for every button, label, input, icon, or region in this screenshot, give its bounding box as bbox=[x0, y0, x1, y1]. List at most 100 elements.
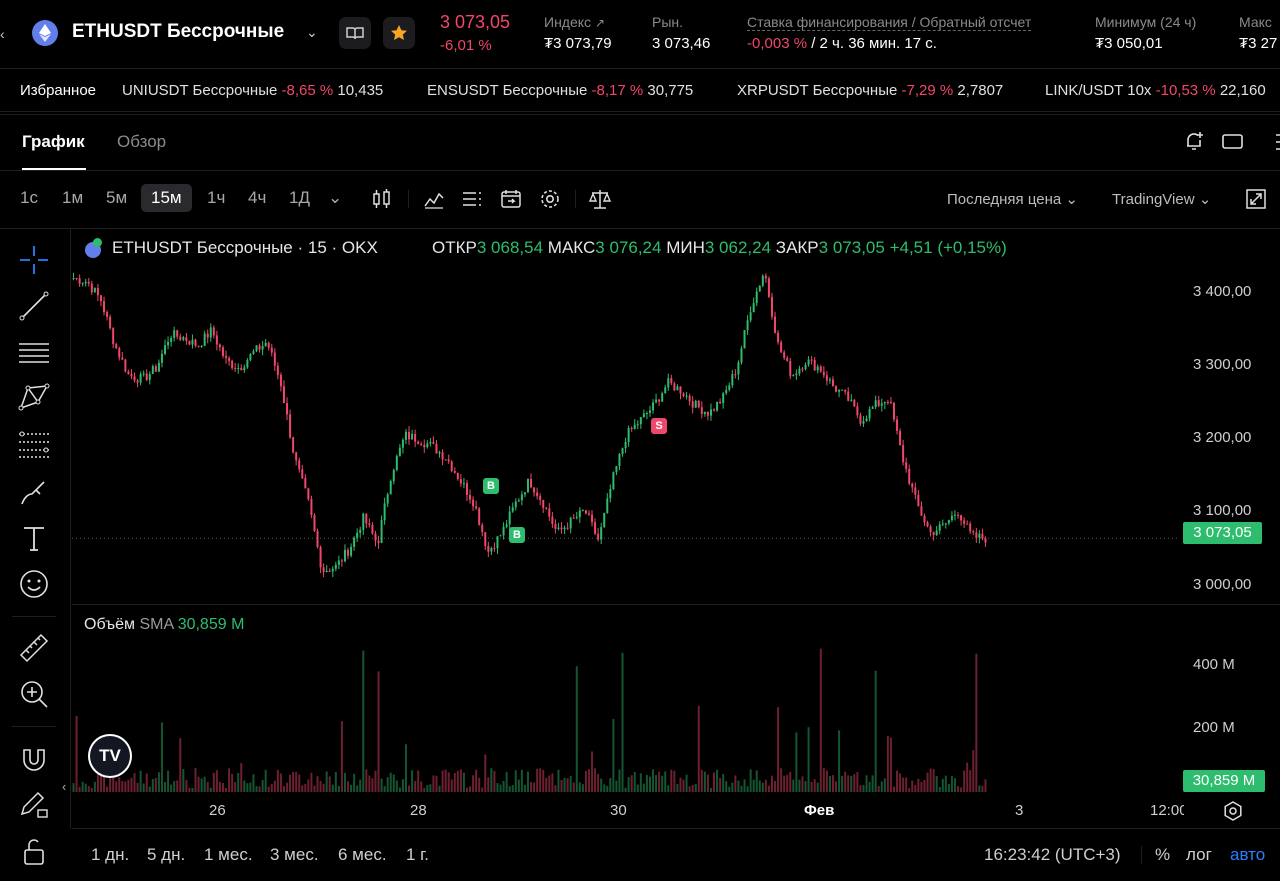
ruler-icon[interactable] bbox=[16, 630, 52, 666]
buy-marker[interactable]: B bbox=[483, 478, 499, 494]
candle-body bbox=[502, 526, 505, 536]
fullscreen-icon[interactable] bbox=[1246, 189, 1266, 209]
timeframe-15m[interactable]: 15м bbox=[141, 184, 192, 212]
crosshair-icon[interactable] bbox=[16, 242, 52, 278]
range-1y[interactable]: 1 г. bbox=[406, 845, 430, 864]
buy-marker[interactable]: B bbox=[509, 527, 525, 543]
timeframe-4h[interactable]: 4ч bbox=[248, 188, 267, 207]
price-chart[interactable] bbox=[72, 230, 1180, 830]
volume-bar bbox=[530, 782, 533, 792]
pattern-icon[interactable] bbox=[16, 380, 52, 416]
timeframe-1d[interactable]: 1Д bbox=[289, 188, 310, 207]
tab-chart[interactable]: График bbox=[22, 132, 85, 151]
candle-body bbox=[319, 546, 322, 568]
candles-icon[interactable] bbox=[370, 187, 394, 211]
candle-body bbox=[255, 345, 258, 352]
log-toggle[interactable]: лог bbox=[1186, 845, 1212, 864]
volume-bar bbox=[292, 772, 295, 792]
fib-retracement-icon[interactable] bbox=[16, 426, 52, 462]
volume-bar bbox=[664, 771, 667, 792]
replay-icon[interactable] bbox=[499, 187, 523, 211]
volume-bar bbox=[533, 782, 536, 792]
compare-scales-icon[interactable] bbox=[588, 187, 612, 211]
candle-body bbox=[880, 403, 883, 406]
volume-bar bbox=[953, 778, 956, 792]
collapse-chevron-icon[interactable]: ‹ bbox=[62, 779, 67, 794]
candle-body bbox=[719, 401, 722, 404]
zoom-in-icon[interactable] bbox=[16, 676, 52, 712]
timeframe-1m[interactable]: 1м bbox=[62, 188, 84, 207]
chevron-down-icon[interactable]: ⌄ bbox=[306, 24, 318, 40]
back-icon[interactable]: ‹ bbox=[0, 26, 5, 42]
range-6m[interactable]: 6 мес. bbox=[338, 845, 387, 864]
candle-body bbox=[868, 408, 871, 419]
range-5d[interactable]: 5 дн. bbox=[147, 845, 186, 864]
range-3m[interactable]: 3 мес. bbox=[270, 845, 319, 864]
window-icon[interactable] bbox=[1222, 134, 1244, 150]
candle-body bbox=[109, 316, 112, 329]
settings-gear-icon[interactable] bbox=[538, 187, 562, 211]
max-24h-value: ₮3 27 bbox=[1239, 35, 1278, 52]
provider-select[interactable]: TradingView ⌄ bbox=[1112, 191, 1212, 208]
volume-bar bbox=[822, 768, 825, 792]
tab-overview[interactable]: Обзор bbox=[117, 132, 167, 151]
volume-bar bbox=[819, 648, 822, 792]
ethereum-icon bbox=[32, 20, 58, 46]
sell-marker[interactable]: S bbox=[651, 418, 667, 434]
volume-bar bbox=[603, 784, 606, 792]
favorite-item[interactable]: XRPUSDT Бессрочные -7,29 % 2,7807 bbox=[737, 82, 1004, 99]
favorite-item[interactable]: ENSUSDT Бессрочные -8,17 % 30,775 bbox=[427, 82, 694, 99]
magnet-icon[interactable] bbox=[16, 740, 52, 776]
volume-bar bbox=[215, 770, 218, 792]
timeframe-1s[interactable]: 1с bbox=[20, 188, 38, 207]
price-axis-label: 3 000,00 bbox=[1193, 576, 1252, 593]
candle-body bbox=[472, 499, 475, 507]
price-type-select[interactable]: Последняя цена ⌄ bbox=[947, 191, 1078, 208]
book-icon-button[interactable] bbox=[339, 17, 371, 49]
candle-body bbox=[194, 339, 197, 346]
volume-bar bbox=[142, 783, 145, 792]
add-alert-icon[interactable] bbox=[1183, 130, 1205, 152]
edit-lock-icon[interactable] bbox=[16, 786, 52, 822]
volume-bar bbox=[923, 780, 926, 792]
candle-body bbox=[737, 362, 740, 375]
percent-toggle[interactable]: % bbox=[1155, 845, 1171, 864]
clock-timezone[interactable]: 16:23:42 (UTC+3) bbox=[984, 845, 1121, 864]
timeframe-5m[interactable]: 5м bbox=[106, 188, 128, 207]
volume-bar bbox=[340, 721, 343, 792]
volume-bar bbox=[691, 784, 694, 792]
timeframe-more-chevron-icon[interactable]: ⌄ bbox=[328, 188, 343, 207]
candle-body bbox=[139, 374, 142, 383]
text-icon[interactable] bbox=[16, 520, 52, 556]
favorite-star-button[interactable] bbox=[383, 17, 415, 49]
favorite-item[interactable]: UNIUSDT Бессрочные -8,65 % 10,435 bbox=[122, 82, 384, 99]
volume-bar bbox=[203, 776, 206, 792]
range-1d[interactable]: 1 дн. bbox=[91, 845, 130, 864]
brush-icon[interactable] bbox=[16, 474, 52, 510]
candle-body bbox=[673, 383, 676, 391]
trend-line-icon[interactable] bbox=[16, 288, 52, 324]
indicators-icon[interactable] bbox=[422, 187, 446, 211]
range-1m[interactable]: 1 мес. bbox=[204, 845, 253, 864]
list-icon[interactable] bbox=[460, 187, 484, 211]
favorite-item[interactable]: LINK/USDT 10x -10,53 % 22,160 bbox=[1045, 82, 1266, 99]
symbol-title[interactable]: ETHUSDT Бессрочные bbox=[72, 21, 285, 42]
volume-bar bbox=[813, 779, 816, 792]
candle-body bbox=[411, 433, 414, 440]
more-icon[interactable] bbox=[1266, 132, 1280, 152]
emoji-icon[interactable] bbox=[16, 566, 52, 602]
volume-bar bbox=[304, 783, 307, 792]
candle-body bbox=[304, 478, 307, 489]
candle-body bbox=[923, 515, 926, 523]
divider bbox=[12, 726, 56, 727]
axis-settings-icon[interactable] bbox=[1222, 800, 1244, 822]
volume-bar bbox=[350, 784, 353, 792]
unlock-icon[interactable] bbox=[16, 834, 52, 870]
header-bar: ‹ ETHUSDT Бессрочные ⌄ 3 073,05 -6,01 % … bbox=[0, 0, 1280, 68]
auto-toggle[interactable]: авто bbox=[1230, 845, 1266, 864]
candle-body bbox=[252, 351, 255, 355]
volume-bar bbox=[167, 770, 170, 792]
horizontal-lines-icon[interactable] bbox=[16, 334, 52, 370]
timeframe-1h[interactable]: 1ч bbox=[207, 188, 226, 207]
candle-body bbox=[200, 345, 203, 347]
